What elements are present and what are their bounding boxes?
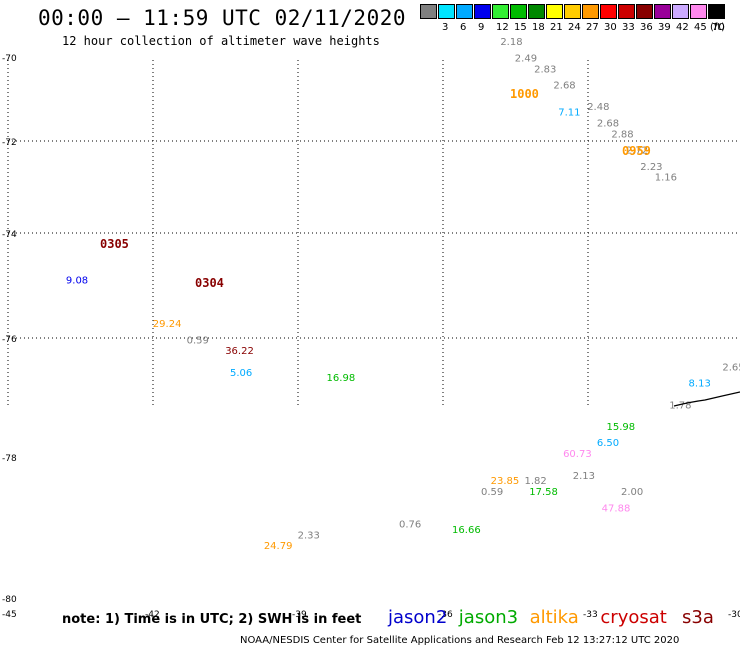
- data-point-label: 29.24: [153, 319, 182, 330]
- legend-label: 42: [676, 22, 689, 33]
- data-point-label: 1.78: [669, 400, 691, 411]
- legend-swatch: [420, 4, 437, 19]
- satellite-name-cryosat: cryosat: [600, 607, 667, 628]
- legend-swatch: [510, 4, 527, 19]
- chart-subtitle: 12 hour collection of altimeter wave hei…: [62, 34, 380, 48]
- data-point-label: 0.76: [399, 520, 421, 531]
- data-point-label: 2.72: [626, 146, 648, 157]
- footer-credit: NOAA/NESDIS Center for Satellite Applica…: [240, 635, 680, 646]
- data-point-label: 9.08: [66, 276, 88, 287]
- data-point-label: 5.06: [230, 368, 252, 379]
- legend-label: 15: [514, 22, 527, 33]
- legend-label: 39: [658, 22, 671, 33]
- legend-label: 45: [694, 22, 707, 33]
- data-point-label: 2.68: [597, 118, 619, 129]
- coastline: [673, 391, 740, 407]
- legend-swatch: [546, 4, 563, 19]
- data-point-label: 0.59: [187, 335, 209, 346]
- data-point-label: 2.88: [611, 129, 633, 140]
- legend-swatch: [600, 4, 617, 19]
- time-annotation: 0959: [622, 144, 651, 158]
- legend-swatch: [654, 4, 671, 19]
- data-point-label: 15.98: [607, 422, 636, 433]
- y-tick-label: -72: [2, 138, 17, 148]
- legend-unit: (ft): [710, 22, 726, 33]
- y-tick-label: -70: [2, 54, 17, 64]
- data-point-label: 6.50: [597, 438, 619, 449]
- y-tick-label: -78: [2, 454, 17, 464]
- x-tick-label: -42: [145, 610, 160, 620]
- data-point-label: 2.68: [553, 81, 575, 92]
- legend-swatch: [636, 4, 653, 19]
- satellite-name-s3a: s3a: [682, 607, 714, 628]
- time-annotation: 0305: [100, 237, 129, 251]
- data-point-label: 2.23: [640, 162, 662, 173]
- legend-label: 33: [622, 22, 635, 33]
- legend-swatch: [528, 4, 545, 19]
- note-text: note: 1) Time is in UTC; 2) SWH is in fe…: [62, 612, 362, 627]
- data-point-label: 2.13: [573, 471, 595, 482]
- data-point-label: 1.16: [655, 173, 677, 184]
- legend-swatch: [492, 4, 509, 19]
- data-point-label: 0.59: [481, 487, 503, 498]
- data-point-label: 2.83: [534, 64, 556, 75]
- legend-label: 36: [640, 22, 653, 33]
- time-annotation: 1000: [510, 87, 539, 101]
- data-point-label: 2.00: [621, 487, 643, 498]
- legend-label: 30: [604, 22, 617, 33]
- data-point-label: 23.85: [491, 476, 520, 487]
- x-tick-label: -33: [583, 610, 598, 620]
- x-tick-label: -30: [728, 610, 740, 620]
- data-point-label: 47.88: [602, 503, 631, 514]
- data-point-label: 2.65: [722, 362, 740, 373]
- data-point-label: 16.66: [452, 525, 481, 536]
- legend-label: 9: [478, 22, 485, 33]
- x-tick-label: -36: [438, 610, 453, 620]
- legend-label: 70: [712, 22, 725, 33]
- legend-swatch: [438, 4, 455, 19]
- legend-label: 24: [568, 22, 581, 33]
- x-tick-label: -45: [2, 610, 17, 620]
- legend-swatch: [582, 4, 599, 19]
- y-tick-label: -76: [2, 335, 17, 345]
- data-point-label: 17.58: [529, 487, 558, 498]
- legend-swatch: [564, 4, 581, 19]
- data-point-label: 2.18: [500, 37, 522, 48]
- data-point-label: 36.22: [225, 346, 254, 357]
- legend-label: 27: [586, 22, 599, 33]
- legend-swatch: [474, 4, 491, 19]
- chart-title: 00:00 – 11:59 UTC 02/11/2020: [38, 6, 407, 30]
- legend-label: 3: [442, 22, 449, 33]
- data-point-label: 8.13: [689, 379, 711, 390]
- satellite-name-jason3: jason3: [458, 607, 519, 628]
- legend-label: 6: [460, 22, 467, 33]
- data-point-label: 1.82: [524, 476, 546, 487]
- data-point-label: 2.33: [298, 530, 320, 541]
- data-point-label: 7.11: [558, 108, 580, 119]
- y-tick-label: -74: [2, 230, 17, 240]
- data-point-label: 24.79: [264, 541, 293, 552]
- legend-swatch: [618, 4, 635, 19]
- legend-label: 21: [550, 22, 563, 33]
- legend-swatch: [456, 4, 473, 19]
- legend-swatch: [708, 4, 725, 19]
- data-point-label: 2.48: [587, 102, 609, 113]
- data-point-label: 2.49: [515, 53, 537, 64]
- satellite-name-jason2: jason2: [388, 607, 448, 628]
- legend-label: 18: [532, 22, 545, 33]
- y-tick-label: -80: [2, 595, 17, 605]
- time-annotation: 0304: [195, 276, 224, 290]
- legend-label: 12: [496, 22, 509, 33]
- data-point-label: 16.98: [327, 373, 356, 384]
- legend-swatch: [690, 4, 707, 19]
- data-point-label: 60.73: [563, 449, 592, 460]
- satellite-name-altika: altika: [529, 607, 579, 628]
- legend-swatch: [672, 4, 689, 19]
- x-tick-label: -39: [292, 610, 307, 620]
